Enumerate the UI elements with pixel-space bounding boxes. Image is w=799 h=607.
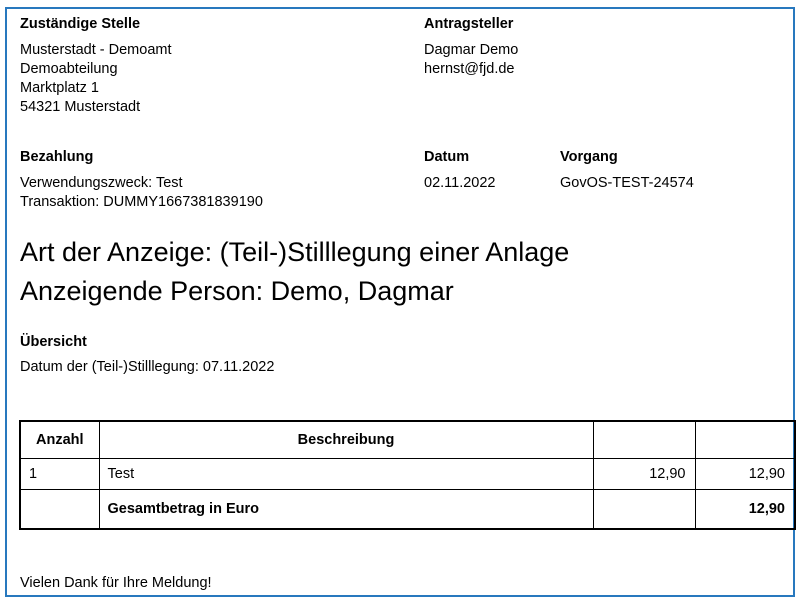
applicant-email: hernst@fjd.de	[424, 61, 515, 77]
table-row: 1 Test 12,90 12,90	[19, 457, 796, 490]
applicant-label: Antragsteller	[424, 16, 514, 32]
agency-city: 54321 Musterstadt	[20, 99, 141, 115]
date-value: 02.11.2022	[424, 175, 496, 191]
table-header-row: Anzahl Beschreibung	[19, 420, 796, 459]
date-label: Datum	[424, 149, 470, 165]
items-table: Anzahl Beschreibung 1 Test 12,90 12,90 G…	[19, 420, 796, 530]
process-section: Vorgang GovOS-TEST-24574	[560, 148, 694, 193]
process-value: GovOS-TEST-24574	[560, 175, 694, 191]
date-section: Datum 02.11.2022	[424, 148, 496, 193]
col-header-total-amount	[694, 420, 796, 459]
total-empty-quantity	[19, 488, 100, 530]
items-table-container: Anzahl Beschreibung 1 Test 12,90 12,90 G…	[19, 420, 796, 530]
agency-label: Zuständige Stelle	[20, 16, 141, 32]
process-label: Vorgang	[560, 149, 618, 165]
overview-section: Übersicht Datum der (Teil-)Stilllegung: …	[20, 333, 274, 377]
payment-label: Bezahlung	[20, 149, 94, 165]
item-unit-amount: 12,90	[592, 457, 696, 490]
agency-department: Demoabteilung	[20, 61, 118, 77]
col-header-quantity: Anzahl	[19, 420, 100, 459]
total-empty-unit	[592, 488, 696, 530]
page-title: Art der Anzeige: (Teil-)Stilllegung eine…	[20, 233, 569, 311]
item-quantity: 1	[19, 457, 100, 490]
col-header-unit-amount	[592, 420, 696, 459]
applicant-name: Dagmar Demo	[424, 42, 519, 58]
agency-name: Musterstadt - Demoamt	[20, 42, 172, 58]
item-total-amount: 12,90	[694, 457, 796, 490]
page-title-line-type: Art der Anzeige: (Teil-)Stilllegung eine…	[20, 237, 570, 267]
payment-section: Bezahlung Verwendungszweck: Test Transak…	[20, 148, 263, 212]
agency-street: Marktplatz 1	[20, 80, 99, 96]
overview-label: Übersicht	[20, 334, 87, 350]
item-description: Test	[98, 457, 594, 490]
document-page: Zuständige Stelle Musterstadt - Demoamt …	[5, 7, 796, 597]
total-value: 12,90	[694, 488, 796, 530]
agency-section: Zuständige Stelle Musterstadt - Demoamt …	[20, 15, 172, 117]
payment-transaction: Transaktion: DUMMY1667381839190	[20, 194, 263, 210]
payment-purpose: Verwendungszweck: Test	[20, 175, 183, 191]
table-total-row: Gesamtbetrag in Euro 12,90	[19, 488, 796, 530]
thank-you-note: Vielen Dank für Ihre Meldung!	[20, 575, 212, 591]
page-title-line-person: Anzeigende Person: Demo, Dagmar	[20, 276, 454, 306]
applicant-section: Antragsteller Dagmar Demo hernst@fjd.de	[424, 15, 518, 79]
col-header-description: Beschreibung	[98, 420, 594, 459]
overview-detail: Datum der (Teil-)Stilllegung: 07.11.2022	[20, 359, 275, 375]
total-label: Gesamtbetrag in Euro	[98, 488, 594, 530]
